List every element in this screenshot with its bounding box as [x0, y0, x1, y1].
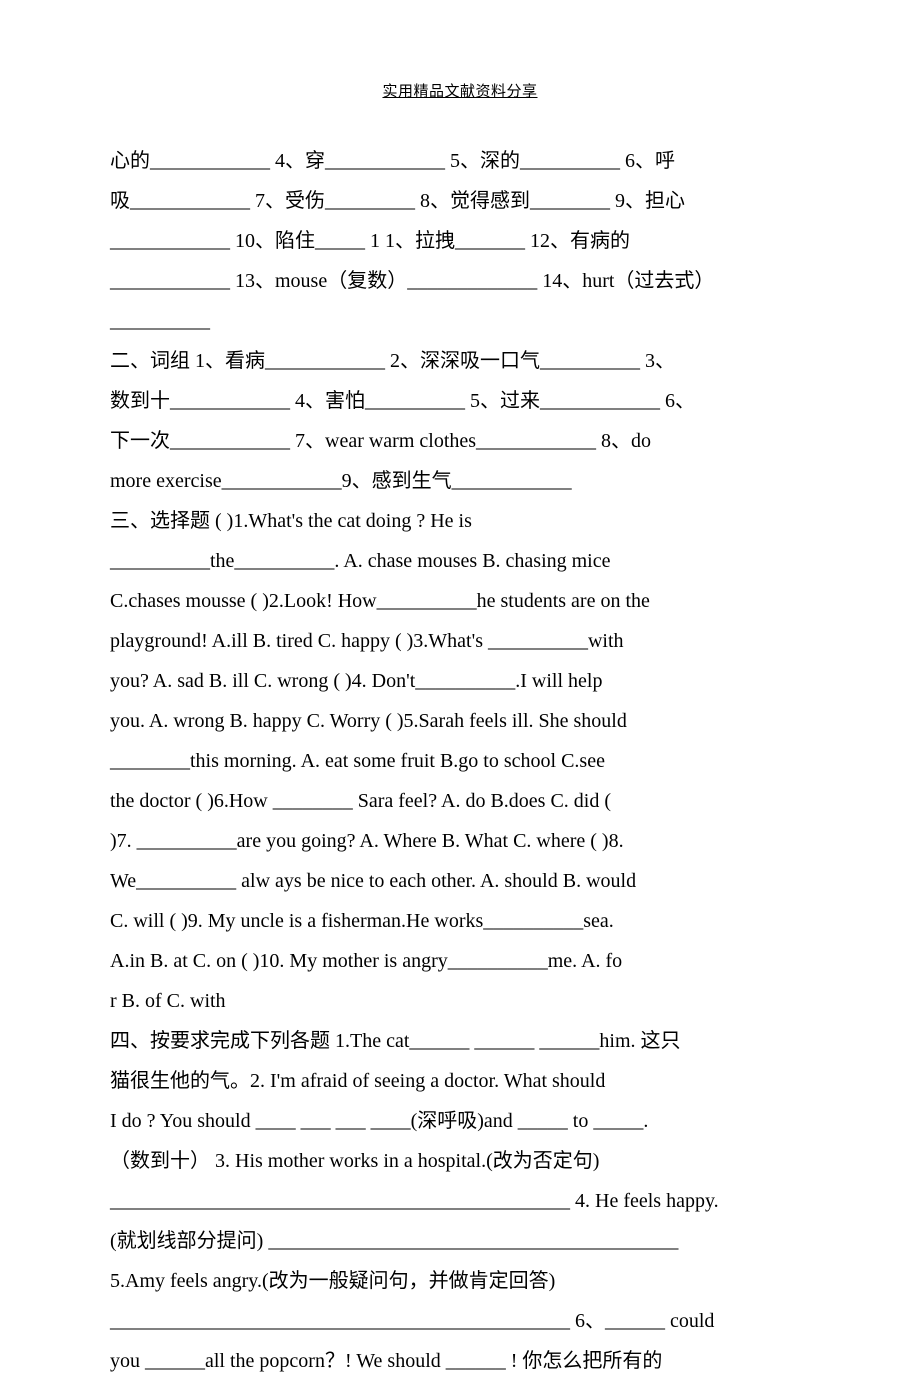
text-line: 数到十____________ 4、害怕__________ 5、过来_____… — [110, 381, 810, 421]
text-line: 猫很生他的气。2. I'm afraid of seeing a doctor.… — [110, 1061, 810, 1101]
text-line: ________________________________________… — [110, 1181, 810, 1221]
text-line: 下一次____________ 7、wear warm clothes_____… — [110, 421, 810, 461]
text-line: you ______all the popcorn？! We should __… — [110, 1341, 810, 1381]
text-line: A.in B. at C. on ( )10. My mother is ang… — [110, 941, 810, 981]
text-line: ________________________________________… — [110, 1301, 810, 1341]
text-line: ________this morning. A. eat some fruit … — [110, 741, 810, 781]
text-line: (就划线部分提问) ______________________________… — [110, 1221, 810, 1261]
text-line: the doctor ( )6.How ________ Sara feel? … — [110, 781, 810, 821]
text-line: __________ — [110, 301, 810, 341]
text-line: C. will ( )9. My uncle is a fisherman.He… — [110, 901, 810, 941]
text-line: 四、按要求完成下列各题 1.The cat______ ______ _____… — [110, 1021, 810, 1061]
text-line: more exercise____________9、感到生气_________… — [110, 461, 810, 501]
text-line: you? A. sad B. ill C. wrong ( )4. Don't_… — [110, 661, 810, 701]
document-page: 实用精品文献资料分享 心的____________ 4、穿___________… — [0, 0, 920, 1302]
text-line: r B. of C. with — [110, 981, 810, 1021]
text-line: 二、词组 1、看病____________ 2、深深吸一口气__________… — [110, 341, 810, 381]
text-line: 5.Amy feels angry.(改为一般疑问句，并做肯定回答) — [110, 1261, 810, 1301]
text-line: __________the__________. A. chase mouses… — [110, 541, 810, 581]
document-body: 心的____________ 4、穿____________ 5、深的_____… — [110, 141, 810, 1381]
text-line: 吸____________ 7、受伤_________ 8、觉得感到______… — [110, 181, 810, 221]
text-line: 三、选择题 ( )1.What's the cat doing ? He is — [110, 501, 810, 541]
text-line: )7. __________are you going? A. Where B.… — [110, 821, 810, 861]
text-line: C.chases mousse ( )2.Look! How__________… — [110, 581, 810, 621]
text-line: 心的____________ 4、穿____________ 5、深的_____… — [110, 141, 810, 181]
text-line: playground! A.ill B. tired C. happy ( )3… — [110, 621, 810, 661]
text-line: ____________ 10、陷住_____ 1 1、拉拽_______ 12… — [110, 221, 810, 261]
text-line: We__________ alw ays be nice to each oth… — [110, 861, 810, 901]
page-header: 实用精品文献资料分享 — [110, 80, 810, 101]
text-line: （数到十） 3. His mother works in a hospital.… — [110, 1141, 810, 1181]
text-line: you. A. wrong B. happy C. Worry ( )5.Sar… — [110, 701, 810, 741]
text-line: ____________ 13、mouse（复数）_____________ 1… — [110, 261, 810, 301]
text-line: I do ? You should ____ ___ ___ ____(深呼吸)… — [110, 1101, 810, 1141]
